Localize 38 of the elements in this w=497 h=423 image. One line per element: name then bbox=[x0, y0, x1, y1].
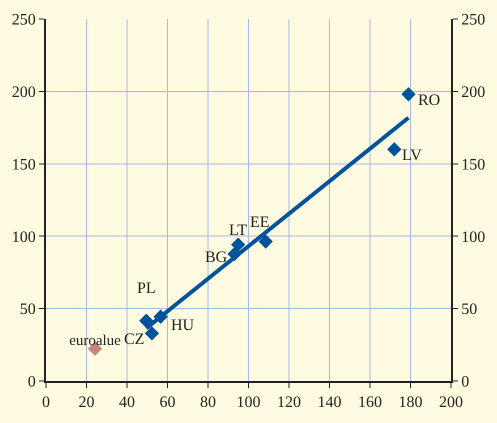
x-tick-label: 180 bbox=[398, 394, 422, 412]
point bbox=[401, 87, 416, 102]
point bbox=[387, 142, 402, 156]
y-tick-label: 100 bbox=[12, 228, 36, 246]
annotation: PL bbox=[137, 280, 156, 297]
x-tick-label: 140 bbox=[318, 394, 342, 412]
annotation: HU bbox=[171, 317, 195, 334]
y2-tick-label: 150 bbox=[461, 156, 486, 174]
x-tick-label: 120 bbox=[277, 394, 301, 412]
point bbox=[144, 326, 160, 341]
x-tick-label: 20 bbox=[78, 394, 94, 412]
y2-tick-label: 250 bbox=[461, 12, 486, 29]
annotation: RO bbox=[418, 92, 440, 109]
x-tick-label: 40 bbox=[119, 394, 135, 412]
y-tick-label: 200 bbox=[12, 84, 36, 101]
annotation: LT bbox=[229, 222, 248, 239]
x-tick-label: 100 bbox=[236, 394, 260, 412]
x-tick-label: 200 bbox=[439, 394, 463, 412]
point bbox=[231, 237, 246, 252]
y-tick-label: 250 bbox=[12, 12, 36, 29]
y2-tick-label: 50 bbox=[461, 301, 478, 318]
x-tick-label: 0 bbox=[42, 394, 50, 412]
annotation: LV bbox=[402, 147, 422, 164]
x-tick-label: 60 bbox=[160, 394, 176, 412]
y2-tick-label: 0 bbox=[461, 374, 470, 391]
y2-tick-label: 200 bbox=[461, 84, 486, 101]
point bbox=[139, 314, 154, 328]
point bbox=[258, 234, 273, 249]
annotation: BG bbox=[205, 249, 228, 266]
series-label: euroalue bbox=[69, 332, 122, 349]
y2-tick-label: 100 bbox=[461, 228, 486, 246]
y-tick-label: 0 bbox=[28, 374, 36, 391]
y-tick-label: 150 bbox=[12, 156, 36, 174]
x-tick-label: 80 bbox=[200, 394, 216, 412]
y-tick-label: 50 bbox=[20, 301, 36, 318]
annotation: EE bbox=[250, 214, 270, 231]
x-tick-label: 160 bbox=[358, 394, 382, 412]
annotation: CZ bbox=[124, 331, 144, 348]
